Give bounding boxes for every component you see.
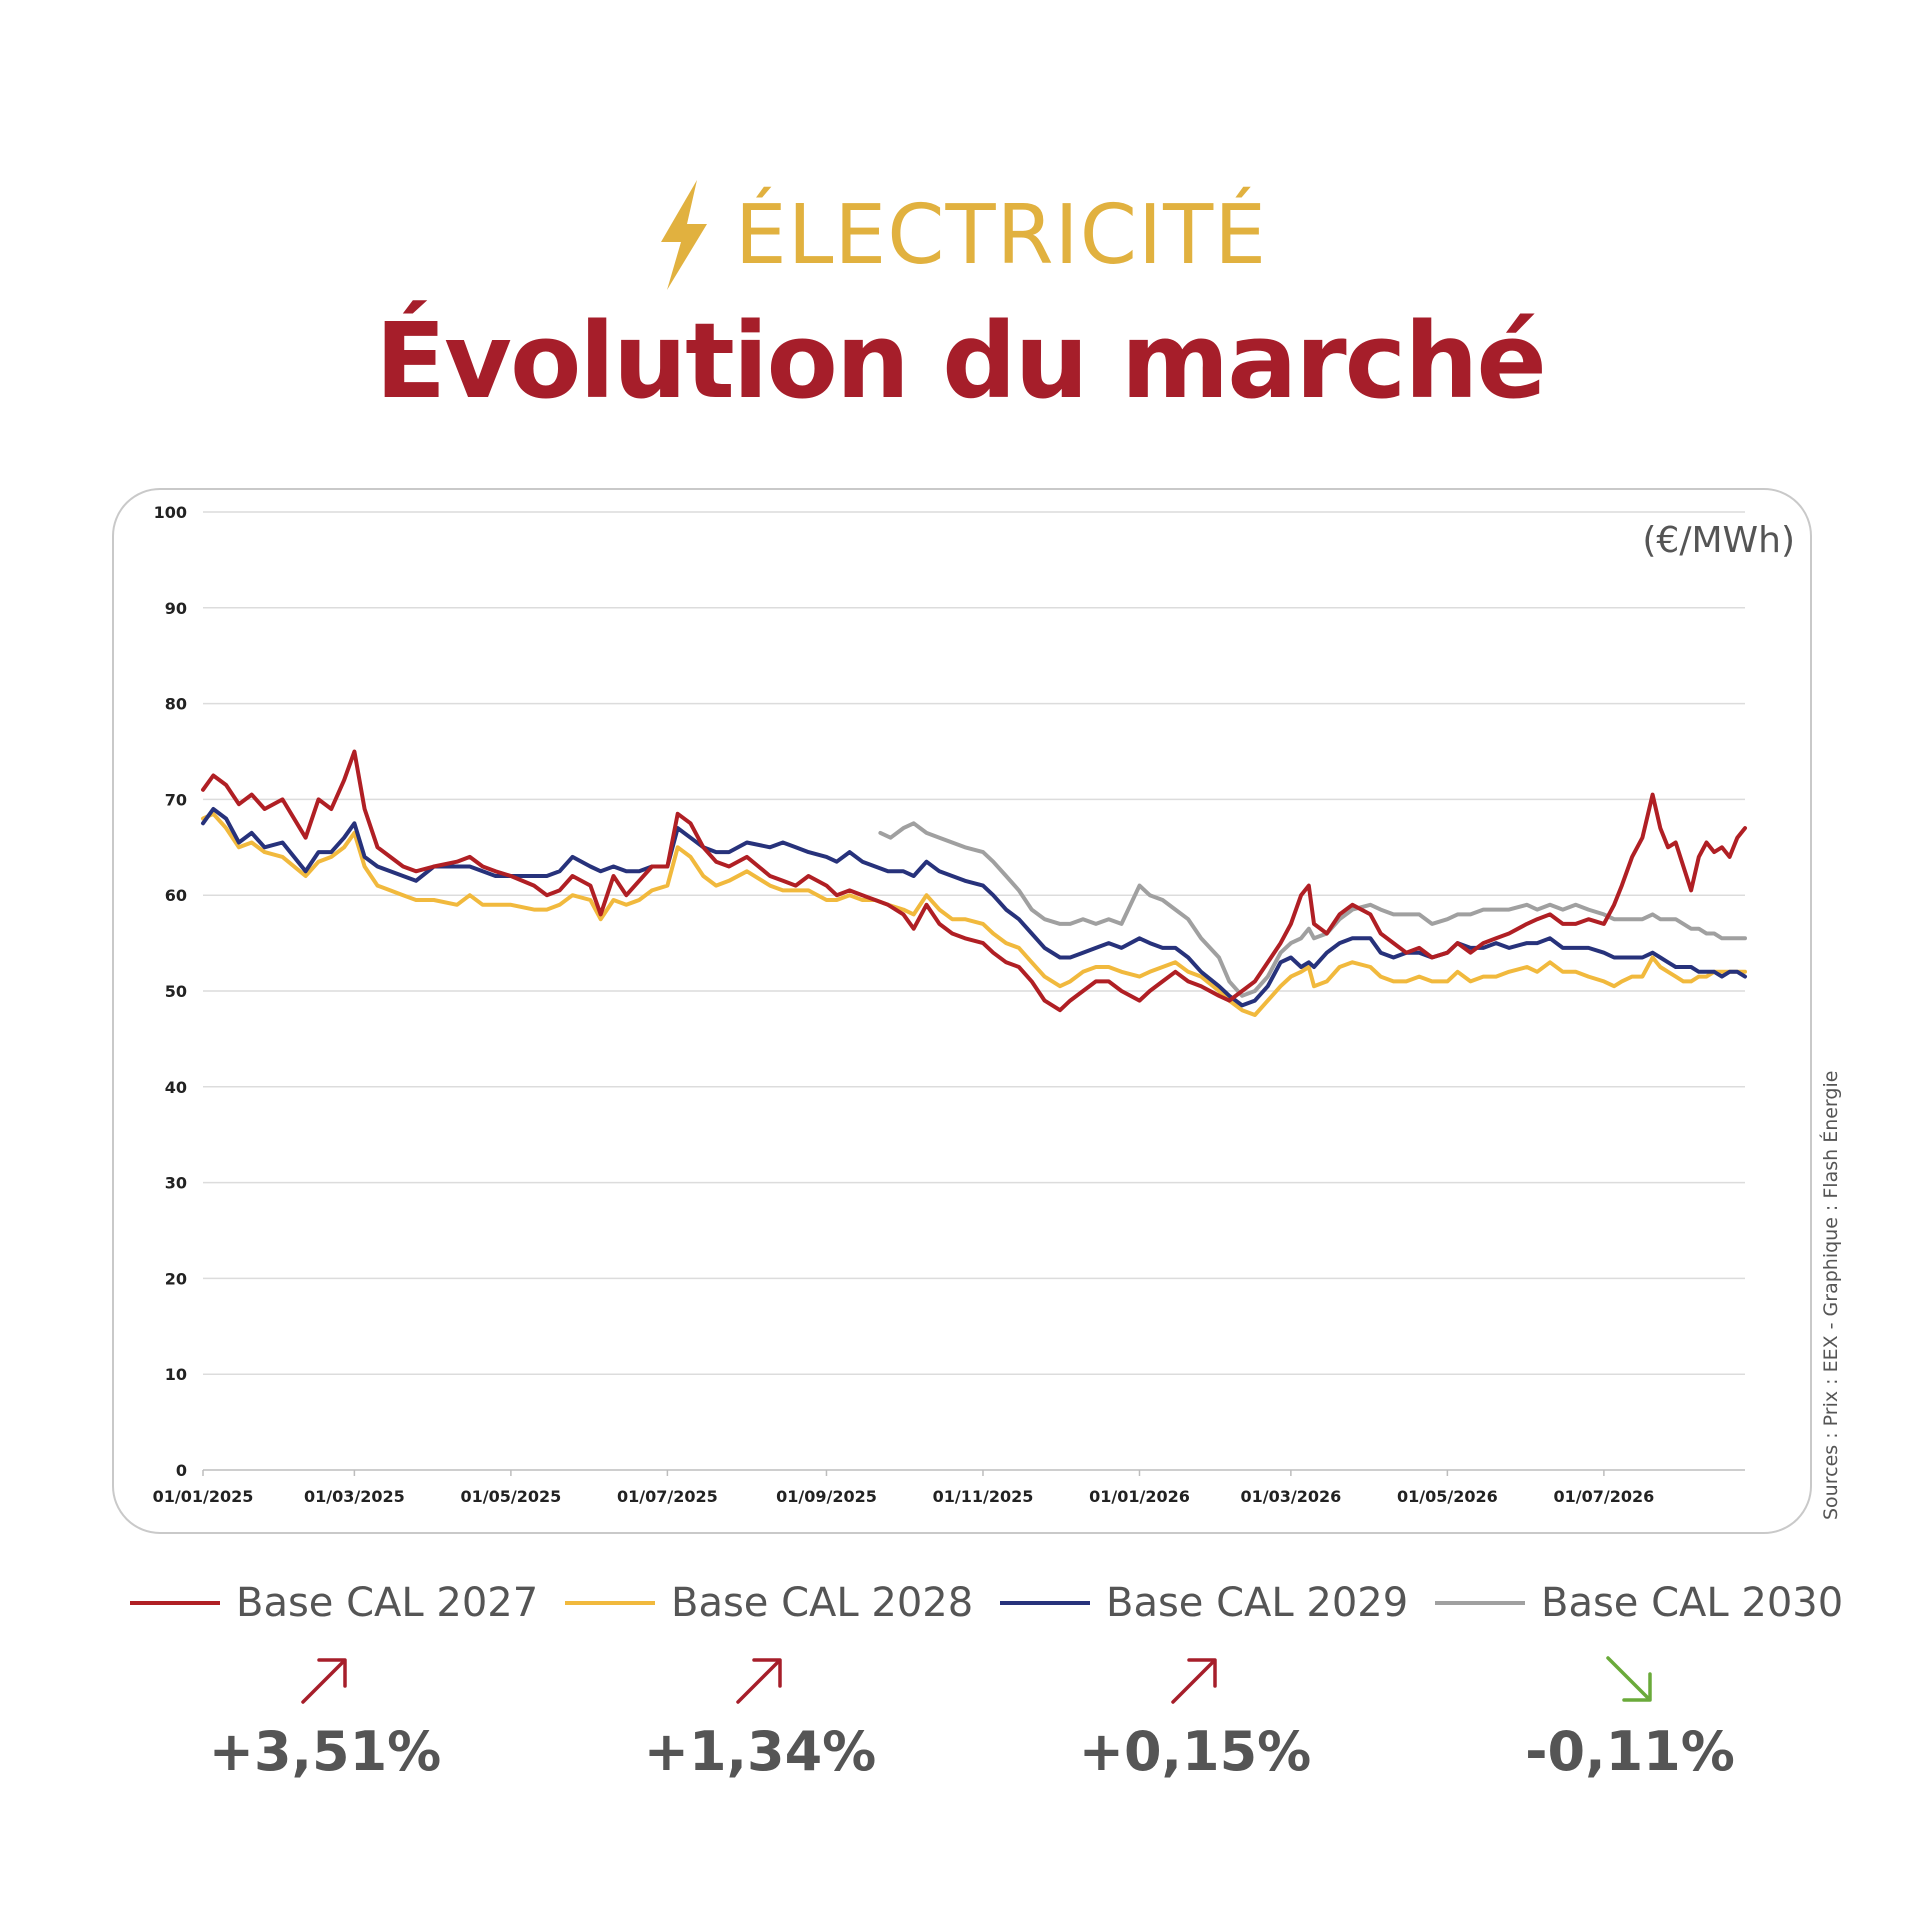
- x-tick-label: 01/03/2025: [304, 1487, 405, 1506]
- change-value-cal2030: -0,11%: [1525, 1720, 1735, 1783]
- x-tick-label: 01/01/2025: [153, 1487, 254, 1506]
- legend: Base CAL 2027 Base CAL 2028 Base CAL 202…: [0, 1580, 1920, 1640]
- change-value-cal2028: +1,34%: [643, 1720, 877, 1783]
- change-value-cal2029: +0,15%: [1078, 1720, 1312, 1783]
- legend-item-cal2028: Base CAL 2028: [565, 1580, 973, 1626]
- x-tick-label: 01/05/2026: [1397, 1487, 1498, 1506]
- change-cal2028: +1,34%: [610, 1650, 910, 1783]
- legend-item-cal2027: Base CAL 2027: [130, 1580, 538, 1626]
- legend-item-cal2030: Base CAL 2030: [1435, 1580, 1843, 1626]
- x-tick-label: 01/07/2025: [617, 1487, 718, 1506]
- x-tick-label: 01/05/2025: [461, 1487, 562, 1506]
- legend-swatch-cal2030: [1435, 1601, 1525, 1605]
- page-title: Évolution du marché: [375, 300, 1547, 422]
- x-tick-label: 01/01/2026: [1089, 1487, 1190, 1506]
- change-cal2027: +3,51%: [175, 1650, 475, 1783]
- y-tick-label: 50: [165, 982, 187, 1001]
- arrow-up-right-icon: [1171, 1658, 1217, 1704]
- legend-swatch-cal2027: [130, 1601, 220, 1605]
- legend-label-cal2030: Base CAL 2030: [1541, 1580, 1844, 1626]
- series-line-base-cal-2029: [201, 807, 1747, 1008]
- y-tick-label: 10: [165, 1365, 187, 1384]
- y-tick-label: 30: [165, 1174, 187, 1193]
- y-tick-label: 80: [165, 695, 187, 714]
- arrow-down-right-icon: [1606, 1656, 1652, 1702]
- x-tick-label: 01/03/2026: [1240, 1487, 1341, 1506]
- change-value-cal2027: +3,51%: [208, 1720, 442, 1783]
- lightning-bolt-icon: [660, 180, 707, 290]
- series-line-base-cal-2028: [201, 811, 1747, 1017]
- y-tick-label: 70: [165, 790, 187, 809]
- series-line-base-cal-2030: [878, 821, 1747, 998]
- arrow-up-right-icon: [736, 1658, 782, 1704]
- y-tick-label: 100: [154, 503, 187, 522]
- legend-swatch-cal2029: [1000, 1601, 1090, 1605]
- y-tick-label: 20: [165, 1269, 187, 1288]
- legend-label-cal2028: Base CAL 2028: [671, 1580, 974, 1626]
- legend-label-cal2027: Base CAL 2027: [236, 1580, 539, 1626]
- series-line-base-cal-2027: [201, 749, 1747, 1013]
- unit-label: (€/MWh): [1642, 520, 1795, 561]
- section-kicker: ÉLECTRICITÉ: [0, 180, 1920, 290]
- y-tick-label: 90: [165, 599, 187, 618]
- change-cal2030: -0,11%: [1480, 1650, 1780, 1783]
- legend-item-cal2029: Base CAL 2029: [1000, 1580, 1408, 1626]
- x-tick-label: 01/09/2025: [776, 1487, 877, 1506]
- x-tick-label: 01/07/2026: [1554, 1487, 1655, 1506]
- legend-swatch-cal2028: [565, 1601, 655, 1605]
- arrow-up-right-icon: [301, 1658, 347, 1704]
- source-note: Sources : Prix : EEX - Graphique : Flash…: [1820, 1070, 1842, 1520]
- change-cal2029: +0,15%: [1045, 1650, 1345, 1783]
- y-tick-label: 40: [165, 1078, 187, 1097]
- x-tick-label: 01/11/2025: [933, 1487, 1034, 1506]
- y-tick-label: 60: [165, 886, 187, 905]
- chart-panel: [112, 488, 1812, 1534]
- y-tick-label: 0: [176, 1461, 187, 1480]
- kicker-text: ÉLECTRICITÉ: [734, 187, 1268, 283]
- legend-label-cal2029: Base CAL 2029: [1106, 1580, 1409, 1626]
